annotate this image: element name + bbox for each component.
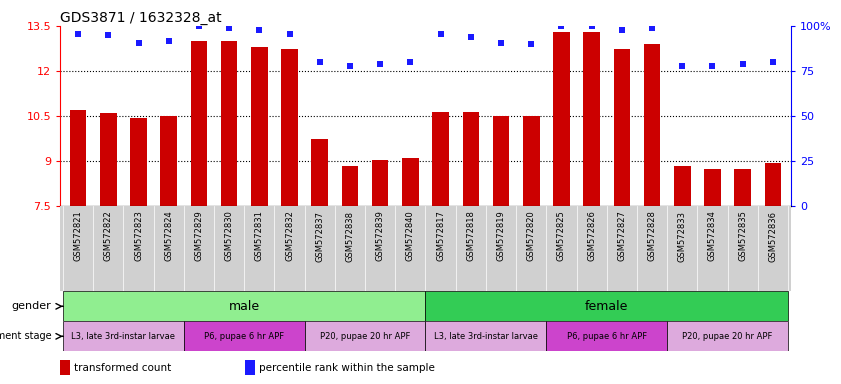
Point <box>343 63 357 69</box>
Point <box>495 40 508 46</box>
Point <box>102 32 115 38</box>
Text: GSM572826: GSM572826 <box>587 210 596 262</box>
Text: GSM572840: GSM572840 <box>406 210 415 262</box>
Bar <box>432 112 449 206</box>
Text: P6, pupae 6 hr APF: P6, pupae 6 hr APF <box>204 332 284 341</box>
Bar <box>667 321 788 351</box>
Bar <box>674 166 690 206</box>
Point <box>283 30 296 36</box>
Bar <box>584 32 600 206</box>
Point <box>675 63 689 69</box>
Bar <box>184 321 304 351</box>
Bar <box>402 158 419 206</box>
Text: female: female <box>585 300 628 313</box>
Text: P20, pupae 20 hr APF: P20, pupae 20 hr APF <box>682 332 773 341</box>
Bar <box>764 163 781 206</box>
Text: GSM572825: GSM572825 <box>557 210 566 262</box>
Text: GSM572827: GSM572827 <box>617 210 627 262</box>
Text: percentile rank within the sample: percentile rank within the sample <box>259 362 435 372</box>
Text: GSM572834: GSM572834 <box>708 210 717 262</box>
Bar <box>130 118 147 206</box>
Point <box>193 23 206 30</box>
Text: L3, late 3rd-instar larvae: L3, late 3rd-instar larvae <box>71 332 176 341</box>
Text: GSM572824: GSM572824 <box>164 210 173 262</box>
Text: GSM572838: GSM572838 <box>346 210 355 262</box>
Text: GSM572822: GSM572822 <box>103 210 113 262</box>
Text: GSM572821: GSM572821 <box>74 210 82 262</box>
Point <box>555 23 569 30</box>
Point <box>404 59 417 65</box>
Bar <box>281 49 298 206</box>
Point <box>162 38 176 44</box>
Point <box>434 30 447 36</box>
Bar <box>304 321 426 351</box>
Point <box>525 41 538 47</box>
Bar <box>426 291 788 321</box>
Point <box>736 61 749 67</box>
Bar <box>100 113 117 206</box>
Text: GSM572817: GSM572817 <box>436 210 445 262</box>
Bar <box>251 47 267 206</box>
Bar <box>734 169 751 206</box>
Text: GSM572836: GSM572836 <box>769 210 777 262</box>
Point <box>71 30 85 36</box>
Bar <box>493 116 510 206</box>
Bar <box>523 116 540 206</box>
Point <box>615 27 628 33</box>
Text: male: male <box>229 300 260 313</box>
Text: GSM572833: GSM572833 <box>678 210 687 262</box>
Point <box>313 59 326 65</box>
Point <box>766 59 780 65</box>
Text: GSM572829: GSM572829 <box>194 210 204 262</box>
Bar <box>553 32 569 206</box>
Bar <box>311 139 328 206</box>
Bar <box>704 169 721 206</box>
Bar <box>372 160 389 206</box>
Text: gender: gender <box>12 301 51 311</box>
Text: GSM572828: GSM572828 <box>648 210 657 262</box>
Point <box>464 34 478 40</box>
Text: GSM572832: GSM572832 <box>285 210 294 262</box>
Text: GDS3871 / 1632328_at: GDS3871 / 1632328_at <box>60 11 222 25</box>
Text: development stage: development stage <box>0 331 51 341</box>
Bar <box>161 116 177 206</box>
Text: P6, pupae 6 hr APF: P6, pupae 6 hr APF <box>567 332 647 341</box>
Bar <box>426 321 547 351</box>
Text: GSM572818: GSM572818 <box>466 210 475 262</box>
Bar <box>221 41 237 206</box>
Text: L3, late 3rd-instar larvae: L3, late 3rd-instar larvae <box>434 332 538 341</box>
Text: GSM572831: GSM572831 <box>255 210 264 262</box>
Bar <box>341 166 358 206</box>
Point <box>373 61 387 67</box>
Text: GSM572823: GSM572823 <box>134 210 143 262</box>
Text: GSM572835: GSM572835 <box>738 210 747 262</box>
Bar <box>614 49 630 206</box>
Point <box>645 25 659 31</box>
Point <box>132 40 145 46</box>
Text: GSM572837: GSM572837 <box>315 210 325 262</box>
Text: GSM572819: GSM572819 <box>496 210 505 262</box>
Text: P20, pupae 20 hr APF: P20, pupae 20 hr APF <box>320 332 410 341</box>
Point <box>706 63 719 69</box>
Point <box>584 23 598 30</box>
Point <box>252 27 266 33</box>
Bar <box>70 110 87 206</box>
Bar <box>547 321 667 351</box>
Text: GSM572839: GSM572839 <box>376 210 384 262</box>
Text: GSM572820: GSM572820 <box>526 210 536 262</box>
Bar <box>191 41 207 206</box>
Text: GSM572830: GSM572830 <box>225 210 234 262</box>
Bar <box>643 44 660 206</box>
Bar <box>63 321 184 351</box>
Text: transformed count: transformed count <box>74 362 172 372</box>
Bar <box>60 206 791 291</box>
Point <box>222 25 235 31</box>
Bar <box>63 291 426 321</box>
Bar <box>463 112 479 206</box>
